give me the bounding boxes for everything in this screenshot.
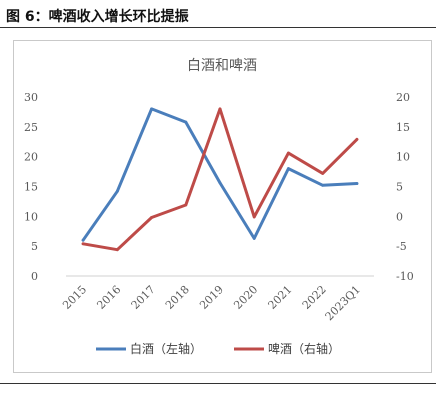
left-tick-label: 25 bbox=[24, 121, 38, 134]
data-point bbox=[115, 189, 119, 193]
data-point bbox=[218, 181, 222, 185]
data-point bbox=[321, 171, 325, 175]
left-tick-label: 0 bbox=[31, 270, 38, 283]
data-point bbox=[355, 182, 359, 185]
x-tick-label: 2017 bbox=[129, 283, 158, 312]
x-tick-label: 2019 bbox=[197, 283, 226, 312]
right-tick-label: 5 bbox=[396, 181, 403, 194]
left-tick-label: 30 bbox=[24, 91, 38, 104]
series-line-beer bbox=[81, 107, 359, 252]
data-point bbox=[115, 248, 119, 252]
chart-title: 白酒和啤酒 bbox=[187, 58, 257, 74]
left-tick-label: 10 bbox=[24, 210, 38, 223]
data-point bbox=[184, 120, 188, 124]
x-tick-label: 2022 bbox=[300, 283, 329, 312]
right-tick-label: 10 bbox=[396, 151, 410, 164]
data-point bbox=[355, 137, 359, 141]
chart-frame bbox=[13, 40, 432, 373]
data-point bbox=[150, 216, 153, 219]
data-point bbox=[81, 238, 85, 242]
left-tick-label: 20 bbox=[24, 151, 38, 164]
legend-label-baijiu: 白酒（左轴） bbox=[130, 341, 202, 356]
data-point bbox=[184, 203, 188, 207]
x-tick-label: 2015 bbox=[60, 283, 89, 312]
series-line-baijiu bbox=[81, 107, 359, 242]
data-point bbox=[252, 237, 256, 240]
x-tick-label: 2021 bbox=[266, 283, 295, 312]
data-point bbox=[81, 242, 85, 246]
left-axis: 0 5 10 15 20 25 30 bbox=[24, 91, 38, 283]
data-point bbox=[287, 151, 290, 155]
figure-caption: 图 6：啤酒收入增长环比提振 bbox=[6, 9, 189, 25]
left-tick-label: 15 bbox=[24, 181, 38, 194]
right-tick-label: -10 bbox=[396, 270, 414, 283]
right-tick-label: 0 bbox=[396, 210, 403, 223]
right-tick-label: -5 bbox=[396, 240, 407, 253]
x-tick-label: 2020 bbox=[231, 283, 260, 312]
x-tick-label: 2023Q1 bbox=[323, 283, 363, 323]
top-rule bbox=[0, 27, 436, 28]
data-point bbox=[321, 183, 325, 187]
data-point bbox=[287, 167, 290, 171]
data-point bbox=[150, 107, 153, 111]
legend: 白酒（左轴） 啤酒（右轴） bbox=[96, 341, 340, 356]
data-point bbox=[218, 107, 222, 111]
legend-label-beer: 啤酒（右轴） bbox=[268, 341, 340, 356]
right-axis: -10 -5 0 5 10 15 20 bbox=[396, 91, 414, 283]
series-lines bbox=[81, 107, 359, 252]
data-point bbox=[252, 215, 256, 219]
right-tick-label: 20 bbox=[396, 91, 410, 104]
x-tick-label: 2016 bbox=[94, 283, 123, 312]
right-tick-label: 15 bbox=[396, 121, 410, 134]
left-tick-label: 5 bbox=[31, 240, 38, 253]
x-tick-label: 2018 bbox=[163, 283, 192, 312]
bottom-rule bbox=[0, 383, 436, 384]
